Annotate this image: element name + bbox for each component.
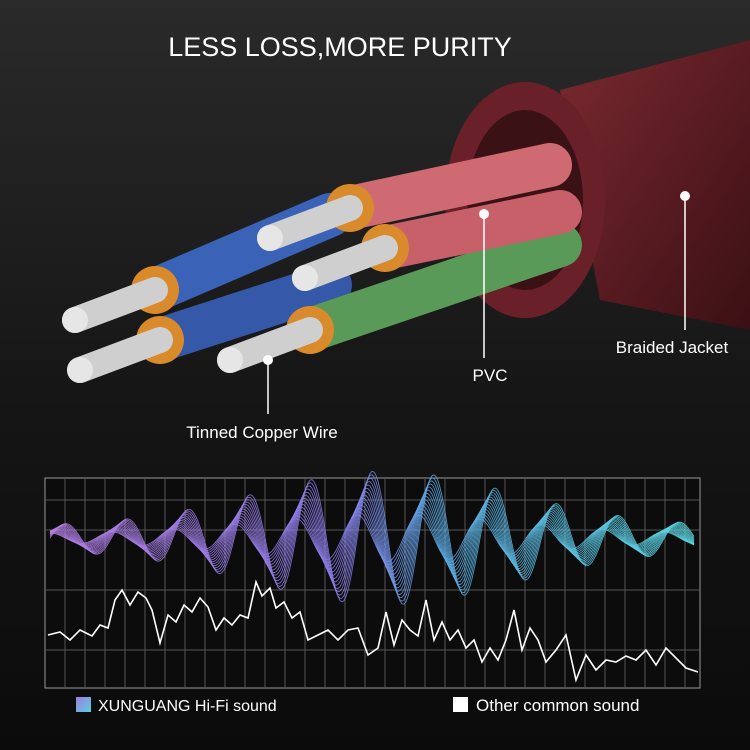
hifi-wave xyxy=(49,501,695,576)
wire-insulation xyxy=(363,190,582,270)
label: PVC xyxy=(473,366,508,385)
core-end xyxy=(257,225,283,251)
label: Tinned Copper Wire xyxy=(186,423,338,442)
core-end xyxy=(217,347,243,373)
leader-dot xyxy=(263,355,273,365)
leader-dot xyxy=(680,191,690,201)
wire-insulation xyxy=(138,263,352,362)
hifi-wave xyxy=(49,487,695,589)
legend-label: Other common sound xyxy=(476,696,639,715)
label: Braided Jacket xyxy=(616,338,729,357)
legend-swatch xyxy=(76,697,91,712)
wire-insulation xyxy=(288,223,582,352)
hifi-wave xyxy=(49,497,695,579)
hifi-wave xyxy=(49,481,695,596)
wire-core xyxy=(292,235,398,291)
hifi-wave xyxy=(49,477,695,599)
hifi-wave xyxy=(50,511,695,566)
cable-illustration xyxy=(62,40,750,383)
wire-core xyxy=(62,277,168,333)
legend: XUNGUANG Hi-Fi sound Other common sound xyxy=(76,696,639,715)
hifi-wave xyxy=(49,470,695,605)
hifi-wave xyxy=(49,484,695,592)
waveform-graph xyxy=(44,470,701,689)
core-end xyxy=(292,265,318,291)
hifi-wave xyxy=(49,494,695,582)
wires xyxy=(62,143,582,383)
hifi-wave xyxy=(49,474,695,602)
wire-insulation xyxy=(328,143,572,230)
hifi-wave xyxy=(49,491,695,586)
leader-dot xyxy=(479,209,489,219)
title: LESS LOSS,MORE PURITY xyxy=(168,32,512,62)
hifi-wave xyxy=(49,507,695,569)
wire-core xyxy=(67,327,173,383)
wire-core xyxy=(217,317,323,373)
legend-swatch xyxy=(453,697,468,712)
hifi-wave xyxy=(49,514,695,562)
braided-jacket xyxy=(560,40,750,330)
hifi-wave xyxy=(49,504,695,572)
graph-frame xyxy=(44,477,701,689)
legend-label: XUNGUANG Hi-Fi sound xyxy=(98,698,277,715)
wire-core xyxy=(257,195,363,251)
core-end xyxy=(62,307,88,333)
common-sound-line xyxy=(47,579,699,683)
callouts: Braided Jacket PVC Tinned Copper Wire xyxy=(186,191,729,442)
core-end xyxy=(67,357,93,383)
